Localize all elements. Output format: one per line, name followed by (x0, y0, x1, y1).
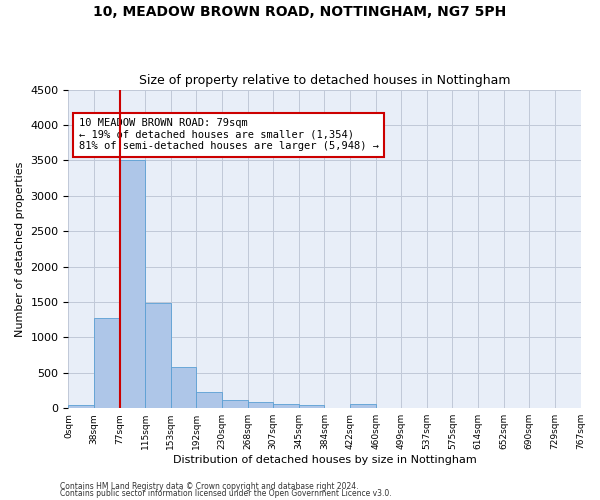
Y-axis label: Number of detached properties: Number of detached properties (15, 161, 25, 336)
Text: Contains public sector information licensed under the Open Government Licence v3: Contains public sector information licen… (60, 489, 392, 498)
Bar (196, 392, 222, 408)
Bar (94, 318, 119, 408)
Text: 10 MEADOW BROWN ROAD: 79sqm
← 19% of detached houses are smaller (1,354)
81% of : 10 MEADOW BROWN ROAD: 79sqm ← 19% of det… (79, 118, 379, 152)
Text: Contains HM Land Registry data © Crown copyright and database right 2024.: Contains HM Land Registry data © Crown c… (60, 482, 359, 491)
Bar (119, 160, 145, 408)
Bar (273, 404, 299, 408)
Bar (145, 304, 171, 408)
Bar (248, 402, 273, 408)
Title: Size of property relative to detached houses in Nottingham: Size of property relative to detached ho… (139, 74, 510, 87)
Bar (68, 406, 94, 408)
Bar (350, 404, 376, 408)
Bar (171, 368, 196, 408)
Text: 10, MEADOW BROWN ROAD, NOTTINGHAM, NG7 5PH: 10, MEADOW BROWN ROAD, NOTTINGHAM, NG7 5… (94, 5, 506, 19)
Bar (299, 406, 325, 408)
X-axis label: Distribution of detached houses by size in Nottingham: Distribution of detached houses by size … (173, 455, 476, 465)
Bar (222, 400, 248, 408)
